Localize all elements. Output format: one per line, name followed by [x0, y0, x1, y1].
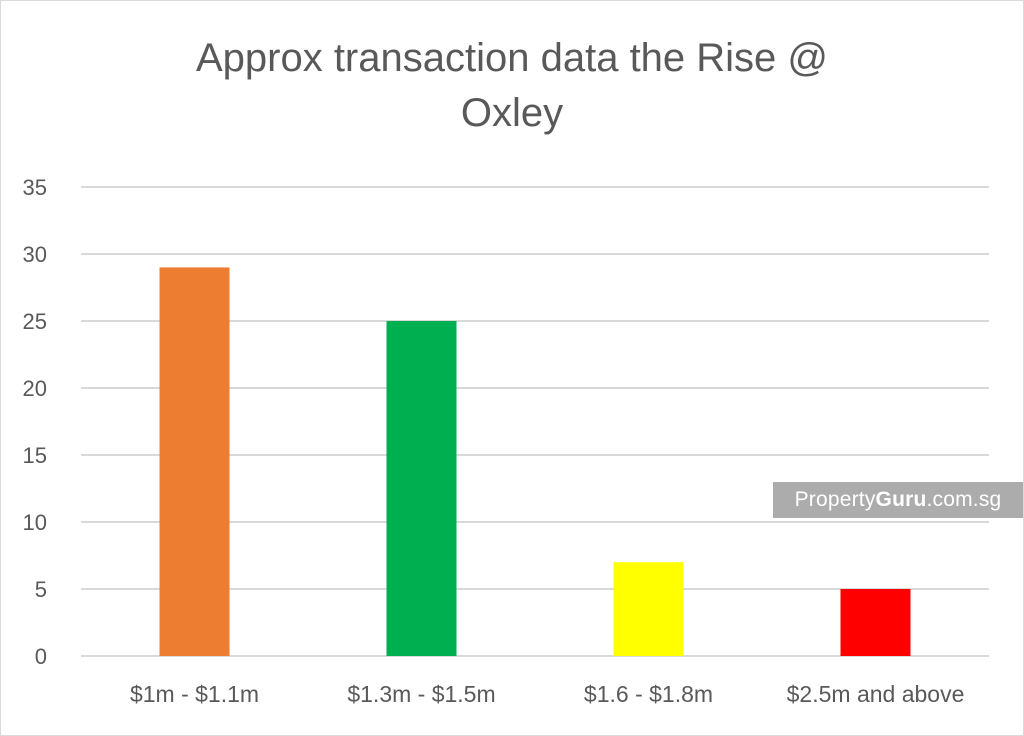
bar-2	[386, 321, 457, 656]
chart-title-line-2: Oxley	[460, 91, 564, 135]
x-category-label-3: $1.6 - $1.8m	[584, 681, 713, 707]
x-category-label-2: $1.3m - $1.5m	[347, 681, 495, 707]
propertyguru-watermark: PropertyGuru.com.sg	[773, 482, 1023, 518]
chart-title: Approx transaction data the Rise @ Oxley	[1, 31, 1023, 141]
watermark-prefix: Property	[794, 488, 876, 511]
x-category-label-4: $2.5m and above	[787, 681, 965, 707]
x-category-label-1: $1m - $1.1m	[130, 681, 259, 707]
bar-1	[159, 267, 230, 656]
y-tick-label-0: 0	[35, 644, 47, 669]
watermark-suffix: .com.sg	[926, 488, 1002, 511]
y-tick-label-25: 25	[23, 309, 47, 334]
y-tick-label-5: 5	[35, 577, 47, 602]
y-tick-label-30: 30	[23, 242, 47, 267]
y-tick-label-15: 15	[23, 443, 47, 468]
watermark-brand: Guru	[875, 488, 927, 511]
chart-title-line-1: Approx transaction data the Rise @	[195, 36, 829, 80]
y-tick-label-10: 10	[23, 510, 47, 535]
bar-3	[613, 562, 684, 656]
y-tick-label-35: 35	[23, 175, 47, 200]
bar-4	[840, 589, 911, 656]
y-tick-label-20: 20	[23, 376, 47, 401]
